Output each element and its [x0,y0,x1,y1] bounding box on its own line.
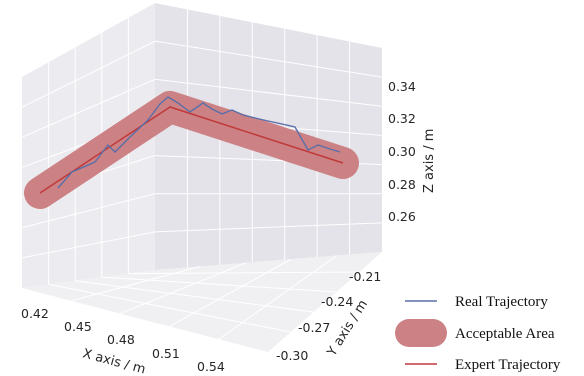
grid-line [169,258,292,327]
x-tick-labels: 0.42 0.45 0.48 0.51 0.54 [21,306,225,374]
grid-line [218,255,337,340]
grid-line [101,276,337,293]
grid-line [120,262,246,315]
grid-line [21,40,156,108]
y-tick-label: -0.27 [298,320,330,335]
y-tick-label: -0.21 [349,269,381,284]
z-tick-label: 0.32 [388,111,416,126]
grid-line [154,40,383,78]
legend-label-area: Acceptable Area [455,326,555,342]
x-axis-label: X axis / m [81,346,147,376]
pane-floor [22,252,382,352]
grid-line [48,283,291,333]
x-tick-label: 0.45 [64,319,92,334]
legend-label-real: Real Trajectory [455,294,548,310]
z-tick-label: 0.30 [388,144,416,159]
legend-label-expert: Expert Trajectory [455,357,561,373]
z-tick-label: 0.28 [388,177,416,192]
legend-swatch-area [395,319,447,347]
grid-line [21,78,156,138]
z-tick-label: 0.34 [388,79,416,94]
grid-line [21,193,156,229]
y-tick-labels: -0.21 -0.24 -0.27 -0.30 [276,269,381,363]
z-axis-label: Z axis / m [422,129,437,193]
real-trajectory-line [57,96,341,189]
z-tick-label: 0.26 [388,209,416,224]
x-tick-label: 0.51 [152,346,180,361]
z-tick-labels: 0.34 0.32 0.30 0.28 0.26 [388,79,416,224]
y-tick-label: -0.30 [276,348,308,363]
x-tick-label: 0.48 [107,332,135,347]
grid-lines [21,9,383,340]
legend: Real Trajectory Acceptable Area Expert T… [395,294,561,373]
grid-line [154,222,383,233]
expert-trajectory-line [39,106,344,194]
x-tick-label: 0.54 [197,359,225,374]
grid-line [154,78,383,107]
grid-line [71,265,201,302]
grid-line [75,280,314,313]
x-tick-label: 0.42 [21,306,49,321]
y-tick-label: -0.24 [321,294,353,309]
grid-line [128,271,360,275]
grid-line [21,231,156,259]
